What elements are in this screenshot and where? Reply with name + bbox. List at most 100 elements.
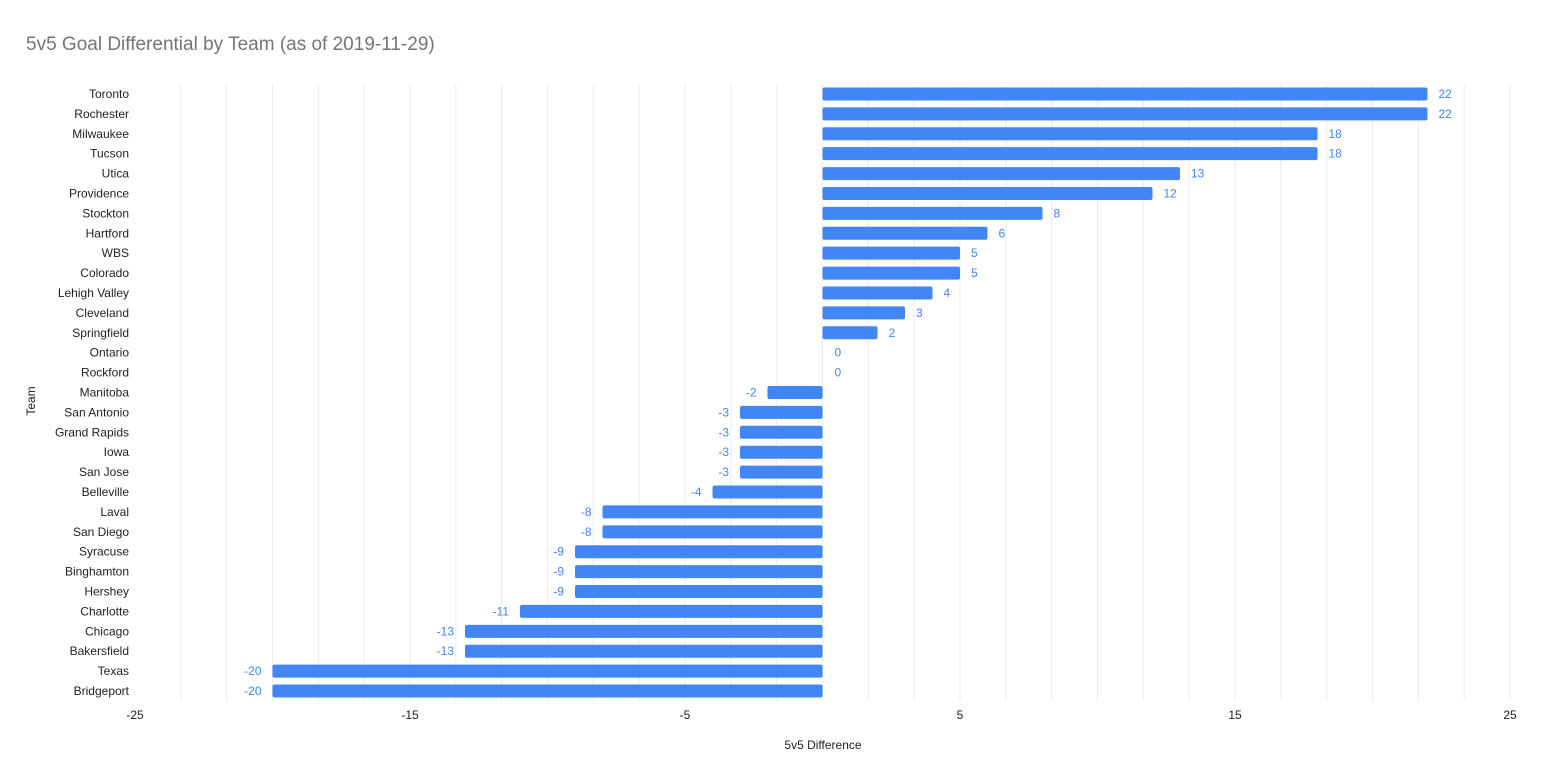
- y-tick-label: Chicago: [85, 624, 129, 638]
- y-tick-label: Bridgeport: [74, 684, 130, 698]
- bar: [822, 167, 1180, 181]
- bar: [822, 87, 1428, 101]
- bar: [602, 525, 823, 539]
- data-label: 6: [999, 226, 1006, 240]
- bar: [740, 405, 823, 419]
- x-tick-label: -25: [126, 708, 144, 722]
- data-label: 3: [916, 306, 923, 320]
- data-label: 12: [1164, 186, 1178, 200]
- data-label: 13: [1191, 167, 1205, 181]
- data-label: 0: [835, 346, 842, 360]
- data-label: -20: [244, 664, 262, 678]
- y-tick-label: Lehigh Valley: [58, 286, 129, 300]
- bar: [740, 465, 823, 479]
- y-tick-label: San Diego: [73, 525, 129, 539]
- y-tick-label: Grand Rapids: [55, 425, 129, 439]
- bar: [822, 266, 960, 280]
- bar: [822, 226, 988, 240]
- y-tick-label: Charlotte: [80, 604, 129, 618]
- bar: [822, 206, 1043, 220]
- x-tick-label: -15: [401, 708, 419, 722]
- y-tick-label: Hershey: [84, 585, 129, 599]
- chart-title: 5v5 Goal Differential by Team (as of 201…: [26, 34, 435, 55]
- bar: [822, 186, 1153, 200]
- y-tick-label: Utica: [102, 167, 130, 181]
- y-tick-label: Toronto: [89, 87, 129, 101]
- data-label: 4: [944, 286, 951, 300]
- bar: [822, 127, 1318, 141]
- bar: [602, 505, 823, 519]
- data-label: 5: [971, 266, 978, 280]
- y-tick-label: Hartford: [86, 226, 129, 240]
- data-label: -8: [581, 505, 592, 519]
- data-label: 22: [1439, 107, 1453, 121]
- bar: [272, 664, 823, 678]
- data-label: -13: [437, 624, 455, 638]
- bar: [822, 306, 905, 320]
- y-tick-label: WBS: [102, 246, 129, 260]
- bar: [822, 107, 1428, 121]
- x-axis-tick-labels: -25 -15 -5 5 15 25: [126, 708, 1517, 722]
- y-tick-label: Bakersfield: [70, 644, 129, 658]
- bars: [272, 87, 1428, 698]
- x-axis-title: 5v5 Difference: [784, 738, 861, 752]
- y-tick-label: Manitoba: [80, 386, 130, 400]
- data-label: 22: [1439, 87, 1453, 101]
- y-tick-label: Cleveland: [76, 306, 129, 320]
- data-labels: 22 22 18 18 13 12 8 6 5 5 4 3 2 0 0 -2 -3 -3 -3 -3 -4 -8 -8 -9 -…: [244, 87, 1452, 698]
- y-tick-label: Tucson: [90, 147, 129, 161]
- data-label: -13: [437, 644, 455, 658]
- y-axis-tick-labels: Toronto Rochester Milwaukee Tucson Utica Prov…: [55, 87, 130, 698]
- y-tick-label: Texas: [98, 664, 129, 678]
- bar: [740, 425, 823, 439]
- data-label: 18: [1329, 127, 1343, 141]
- y-tick-label: Rochester: [74, 107, 129, 121]
- bar: [575, 565, 823, 579]
- y-tick-label: Milwaukee: [72, 127, 129, 141]
- data-label: 5: [971, 246, 978, 260]
- data-label: -8: [581, 525, 592, 539]
- bar: [822, 246, 960, 260]
- data-label: -3: [718, 445, 729, 459]
- data-label: -3: [718, 405, 729, 419]
- y-tick-label: Binghamton: [65, 565, 129, 579]
- y-tick-label: Rockford: [81, 366, 129, 380]
- y-tick-label: Providence: [69, 186, 129, 200]
- data-label: 2: [889, 326, 896, 340]
- data-label: 8: [1054, 206, 1061, 220]
- bar: [822, 147, 1318, 161]
- y-tick-label: Belleville: [82, 485, 130, 499]
- y-tick-label: Ontario: [90, 346, 130, 360]
- x-tick-label: 25: [1503, 708, 1517, 722]
- y-tick-label: Laval: [100, 505, 129, 519]
- x-tick-label: -5: [680, 708, 691, 722]
- bar: [767, 386, 823, 399]
- bar: [822, 286, 933, 300]
- bar: [272, 684, 823, 698]
- bar: [465, 644, 823, 658]
- bar: [740, 445, 823, 459]
- data-label: -20: [244, 684, 262, 698]
- y-tick-label: Syracuse: [79, 545, 129, 559]
- data-label: -11: [493, 604, 510, 618]
- y-tick-label: Colorado: [80, 266, 129, 280]
- data-label: 0: [835, 366, 842, 380]
- y-tick-label: San Jose: [79, 465, 129, 479]
- x-tick-label: 15: [1228, 708, 1242, 722]
- y-tick-label: Springfield: [72, 326, 129, 340]
- data-label: -4: [691, 485, 702, 499]
- y-tick-label: Stockton: [82, 206, 129, 220]
- y-tick-label: San Antonio: [64, 405, 129, 419]
- data-label: 18: [1329, 147, 1343, 161]
- x-tick-label: 5: [957, 708, 964, 722]
- bar: [575, 545, 823, 559]
- data-label: -9: [553, 565, 564, 579]
- bar: [465, 624, 823, 638]
- data-label: -2: [746, 386, 757, 400]
- bar: [520, 604, 823, 618]
- data-label: -9: [553, 545, 564, 559]
- bar: [822, 326, 878, 340]
- data-label: -3: [718, 425, 729, 439]
